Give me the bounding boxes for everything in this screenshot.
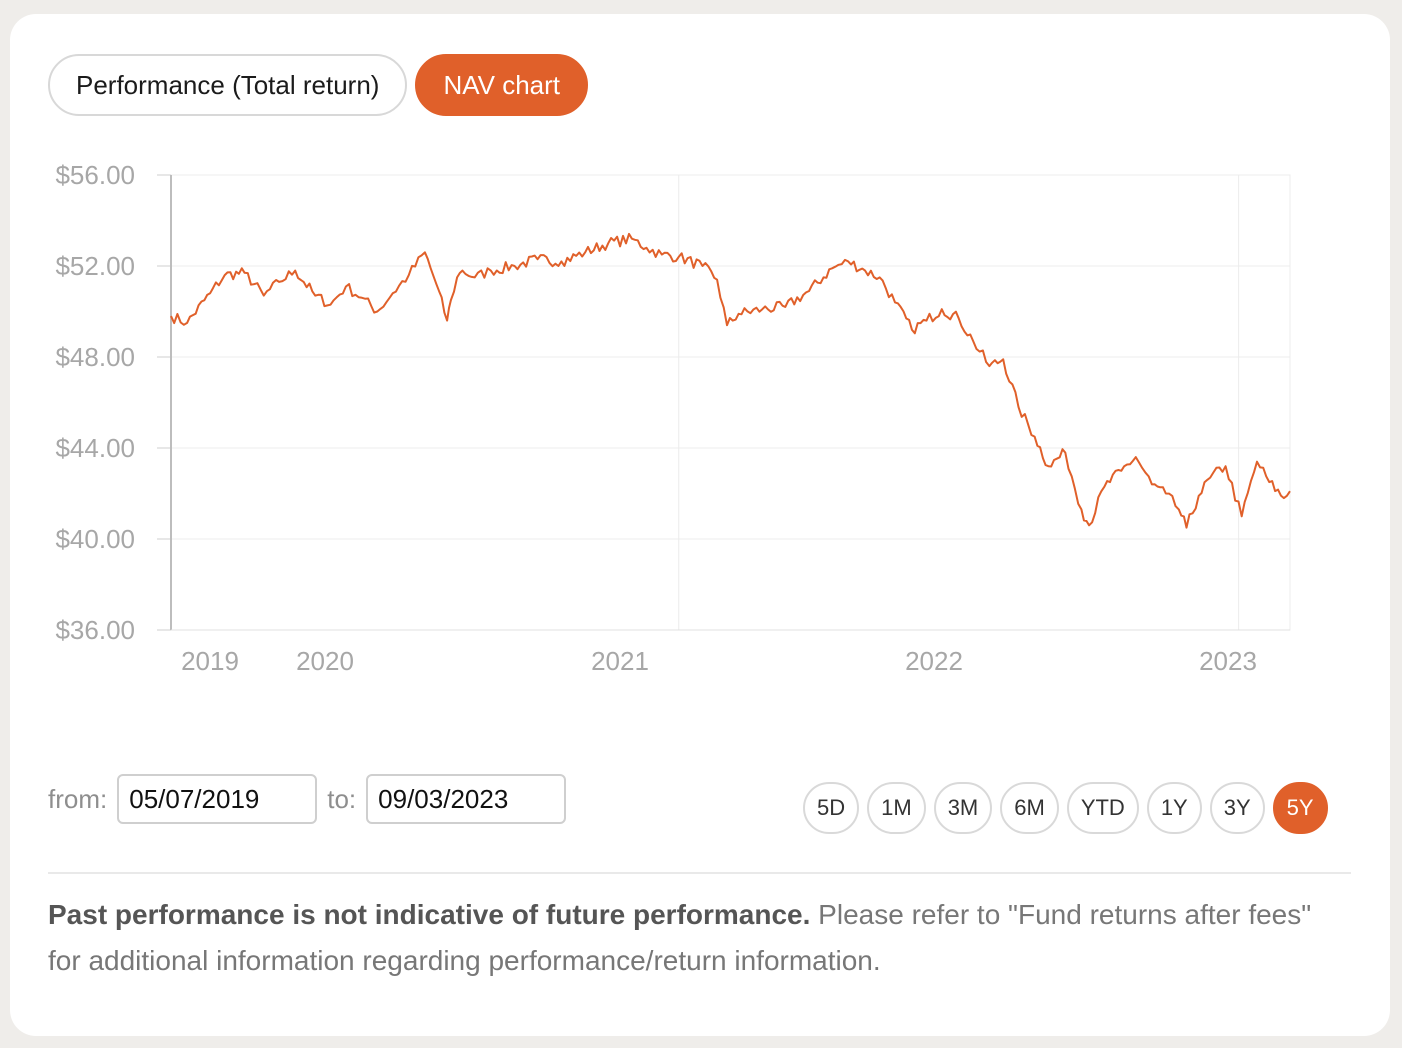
disclaimer-bold: Past performance is not indicative of fu… — [48, 899, 811, 930]
y-tick-label: $44.00 — [55, 433, 135, 463]
range-selector: 5D 1M 3M 6M YTD 1Y 3Y 5Y — [803, 782, 1328, 834]
y-tick-label: $52.00 — [55, 251, 135, 281]
to-date-input[interactable] — [366, 774, 567, 824]
y-tick-label: $36.00 — [55, 615, 135, 645]
chart-tabs: Performance (Total return) NAV chart — [48, 54, 589, 116]
disclaimer: Past performance is not indicative of fu… — [48, 892, 1348, 984]
date-range: from: to: — [48, 774, 576, 824]
tab-performance[interactable]: Performance (Total return) — [48, 54, 408, 116]
y-tick-label: $40.00 — [55, 524, 135, 554]
y-tick-label: $48.00 — [55, 342, 135, 372]
range-button-3m[interactable]: 3M — [933, 782, 993, 834]
nav-chart-card: Performance (Total return) NAV chart $56… — [10, 14, 1390, 1036]
x-tick-label: 2022 — [905, 646, 963, 676]
range-button-6m[interactable]: 6M — [1000, 782, 1059, 834]
range-button-1m[interactable]: 1M — [867, 782, 926, 834]
y-tick-label: $56.00 — [55, 160, 135, 190]
to-label: to: — [327, 783, 357, 814]
range-button-5y[interactable]: 5Y — [1272, 782, 1328, 834]
nav-series-line — [170, 232, 1291, 529]
range-button-ytd[interactable]: YTD — [1066, 782, 1139, 834]
from-label: from: — [48, 783, 108, 814]
from-date-input[interactable] — [117, 774, 318, 824]
divider — [48, 872, 1351, 874]
tab-nav-chart[interactable]: NAV chart — [415, 54, 589, 116]
x-tick-label: 2020 — [296, 646, 354, 676]
range-button-1y[interactable]: 1Y — [1146, 782, 1202, 834]
x-tick-label: 2023 — [1199, 646, 1257, 676]
plot-frame — [170, 174, 1291, 631]
range-button-5d[interactable]: 5D — [803, 782, 860, 834]
nav-line-chart: $56.00 $52.00 $48.00 $44.00 $40.00 $36.00 2019… — [55, 160, 1291, 676]
x-tick-label: 2021 — [591, 646, 649, 676]
x-tick-label: 2019 — [181, 646, 239, 676]
range-button-3y[interactable]: 3Y — [1209, 782, 1265, 834]
disclaimer-text: Please refer to "Fund returns after fees… — [48, 899, 1312, 976]
